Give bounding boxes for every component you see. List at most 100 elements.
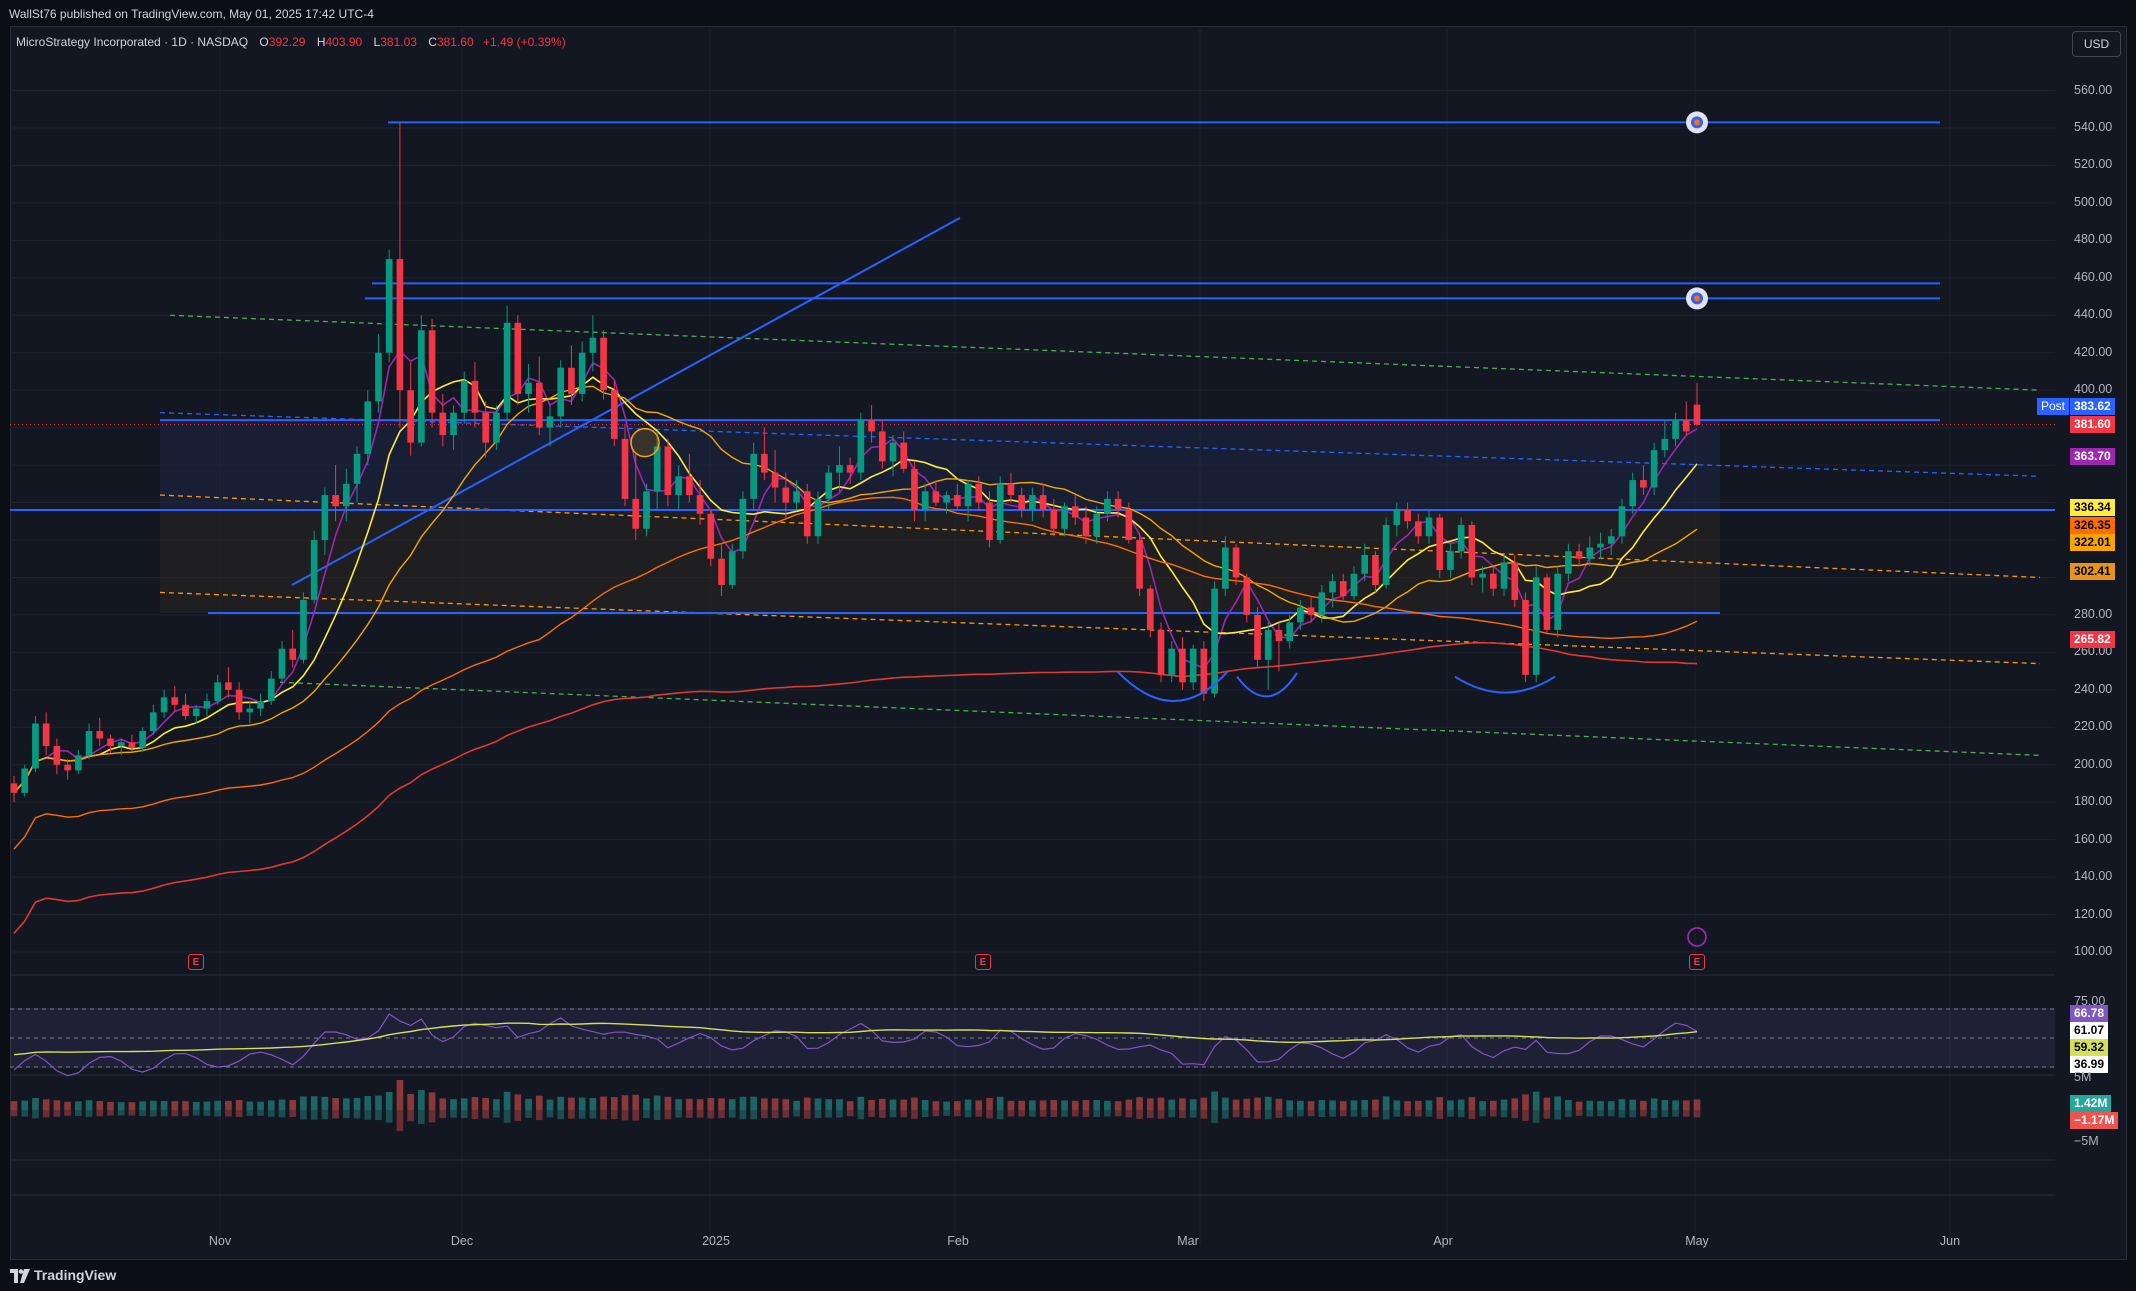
volume-bar — [664, 1110, 672, 1120]
chart-frame — [10, 26, 2127, 1260]
volume-bar — [493, 1110, 500, 1118]
time-axis-label: Mar — [1177, 1234, 1199, 1248]
ema-line — [13, 496, 1698, 850]
volume-bar — [1232, 1110, 1240, 1118]
volume-bar — [1350, 1110, 1358, 1117]
volume-bar — [1039, 1100, 1047, 1110]
volume-bar — [514, 1094, 522, 1110]
tradingview-logo-icon — [10, 1269, 30, 1283]
price-axis-label: 100.00 — [2074, 944, 2113, 958]
volume-bar — [696, 1099, 704, 1110]
change-value: +1.49 (+0.39%) — [482, 35, 566, 49]
volume-bar — [1586, 1110, 1594, 1117]
volume-bar — [1522, 1094, 1529, 1110]
volume-bar — [610, 1097, 618, 1110]
volume-bar — [53, 1100, 61, 1110]
volume-bar — [1082, 1110, 1090, 1117]
candle-body — [1361, 554, 1369, 574]
volume-bar — [1297, 1110, 1304, 1117]
candle-body — [385, 259, 393, 353]
volume-bar — [85, 1100, 93, 1110]
volume-bar — [1029, 1110, 1036, 1117]
volume-bar — [353, 1098, 361, 1110]
trendline — [291, 217, 961, 586]
candle-body — [1436, 517, 1444, 570]
candle-body — [878, 431, 886, 462]
candle-body — [1307, 607, 1315, 615]
volume-bar — [1543, 1110, 1551, 1119]
volume-bar — [235, 1100, 243, 1110]
volume-bar — [482, 1098, 489, 1110]
candle-body — [1350, 573, 1358, 597]
close-value: 381.60 — [436, 35, 474, 49]
candle-body — [332, 495, 339, 507]
volume-bar — [846, 1110, 854, 1117]
volume-bar — [471, 1097, 479, 1110]
time-axis-label: May — [1685, 1234, 1709, 1248]
candle-body — [1607, 536, 1615, 544]
volume-bar — [696, 1110, 704, 1118]
candle-body — [1136, 540, 1143, 589]
candle-body — [675, 476, 682, 496]
volume-bar — [1436, 1110, 1444, 1119]
low-value: 381.03 — [380, 35, 417, 49]
volume-bar — [707, 1098, 715, 1110]
earnings-icon[interactable]: E — [975, 954, 991, 970]
volume-bar — [986, 1110, 993, 1119]
volume-bar — [1168, 1110, 1176, 1118]
volume-bar — [1050, 1110, 1058, 1117]
price-axis-label: 520.00 — [2074, 157, 2113, 172]
candle-body — [1061, 506, 1068, 529]
open-label: O — [259, 35, 269, 49]
volume-bar — [1393, 1100, 1401, 1110]
candle-body — [1565, 551, 1572, 574]
volume-bar — [1350, 1100, 1358, 1110]
volume-bar — [1200, 1097, 1208, 1110]
candle-body — [782, 487, 790, 503]
volume-bar — [1575, 1101, 1583, 1110]
volume-bar — [1018, 1100, 1025, 1110]
volume-bar — [257, 1110, 264, 1116]
candle-body — [889, 442, 897, 462]
candle-body — [1640, 480, 1647, 488]
volume-bar — [21, 1110, 29, 1117]
candle-body — [900, 442, 908, 469]
currency-button[interactable]: USD — [2072, 31, 2121, 57]
volume-bar — [921, 1100, 929, 1110]
volume-bar — [718, 1110, 725, 1119]
volume-bar — [975, 1110, 983, 1117]
candle-body — [214, 682, 221, 702]
candle-body — [996, 483, 1004, 540]
candle-body — [1039, 495, 1047, 511]
symbol-title: MicroStrategy Incorporated · 1D · NASDAQ — [16, 35, 249, 49]
volume-bar — [267, 1100, 275, 1110]
price-badge: 383.62 — [2070, 398, 2115, 415]
volume-bar — [1050, 1100, 1058, 1110]
volume-bar — [1425, 1100, 1433, 1110]
candle-body — [1500, 562, 1508, 589]
volume-bar — [375, 1110, 382, 1121]
candle-body — [578, 352, 586, 394]
rsi-line — [13, 1013, 1698, 1077]
volume-bar — [996, 1096, 1004, 1110]
volume-bar — [32, 1098, 39, 1110]
ema-line — [13, 376, 1698, 794]
volume-bar — [160, 1101, 168, 1110]
volume-bar — [964, 1099, 972, 1110]
volume-bar — [150, 1110, 157, 1117]
volume-bar — [889, 1110, 897, 1118]
candle-body — [1650, 450, 1658, 488]
candle-body — [1447, 551, 1454, 570]
volume-bar — [1297, 1100, 1304, 1110]
volume-bar — [396, 1110, 404, 1131]
volume-bar — [1104, 1100, 1111, 1110]
volume-bar — [1565, 1100, 1572, 1110]
volume-bar — [578, 1097, 586, 1110]
earnings-icon[interactable]: E — [1689, 954, 1705, 970]
earnings-icon[interactable]: E — [188, 954, 204, 970]
volume-bar — [192, 1102, 200, 1110]
volume-bar — [911, 1110, 918, 1119]
time-axis-label: Apr — [1433, 1234, 1453, 1248]
candle-body — [954, 495, 961, 507]
